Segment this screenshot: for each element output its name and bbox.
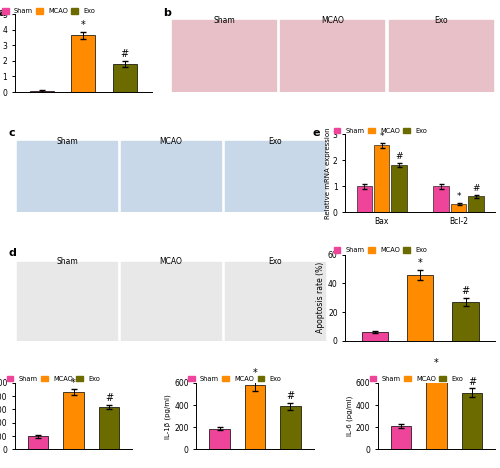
Text: MCAO: MCAO	[321, 16, 344, 25]
Text: *: *	[71, 378, 76, 388]
Text: a: a	[0, 8, 6, 18]
Text: MCAO: MCAO	[160, 257, 182, 266]
Bar	[280, 406, 301, 449]
Bar	[172, 20, 276, 92]
Bar	[452, 302, 478, 341]
Text: e: e	[312, 128, 320, 138]
Y-axis label: Relative mRNA expression: Relative mRNA expression	[326, 128, 332, 219]
Text: Exo: Exo	[434, 16, 448, 25]
Bar	[280, 20, 384, 92]
Text: b: b	[164, 8, 172, 18]
Bar	[17, 262, 117, 341]
Bar	[392, 165, 407, 212]
Y-axis label: IL-6 (pg/ml): IL-6 (pg/ml)	[346, 396, 353, 436]
Bar	[407, 275, 434, 341]
Text: c: c	[9, 128, 16, 138]
Bar	[225, 141, 325, 212]
Legend: Sham, MCAO, Exo: Sham, MCAO, Exo	[334, 128, 427, 134]
Text: #: #	[120, 49, 128, 58]
Text: #: #	[105, 393, 113, 403]
Text: Exo: Exo	[268, 257, 281, 266]
Legend: Sham, MCAO, Exo: Sham, MCAO, Exo	[188, 376, 282, 382]
Text: *: *	[81, 20, 86, 30]
Text: Sham: Sham	[56, 137, 78, 146]
Text: #: #	[472, 184, 480, 193]
Bar	[209, 429, 230, 449]
Bar	[63, 392, 84, 449]
Y-axis label: IL-1β (pg/ml): IL-1β (pg/ml)	[165, 394, 172, 439]
Bar	[28, 436, 48, 449]
Bar	[426, 374, 447, 449]
Bar	[112, 64, 136, 92]
Text: #: #	[396, 152, 403, 161]
Text: #: #	[286, 391, 294, 402]
Legend: Sham, MCAO, Exo: Sham, MCAO, Exo	[6, 376, 100, 382]
Bar	[468, 196, 484, 212]
Bar	[244, 386, 266, 449]
Text: *: *	[418, 258, 422, 268]
Bar	[390, 426, 411, 449]
Bar	[389, 20, 493, 92]
Text: #: #	[462, 286, 469, 296]
Bar	[225, 262, 325, 341]
Text: Exo: Exo	[268, 137, 281, 146]
Y-axis label: Apoptosis rate (%): Apoptosis rate (%)	[316, 262, 325, 333]
Legend: Sham, MCAO, Exo: Sham, MCAO, Exo	[334, 247, 427, 253]
Bar	[30, 91, 54, 92]
Bar	[362, 332, 388, 341]
Text: *: *	[456, 192, 461, 201]
Text: Sham: Sham	[214, 16, 235, 25]
Text: MCAO: MCAO	[160, 137, 182, 146]
Text: *: *	[380, 132, 384, 141]
Text: d: d	[9, 248, 16, 258]
Bar	[462, 393, 482, 449]
Text: *: *	[434, 358, 439, 368]
Text: Sham: Sham	[56, 257, 78, 266]
Bar	[451, 204, 466, 212]
Bar	[121, 141, 221, 212]
Text: #: #	[468, 377, 476, 387]
Bar	[121, 262, 221, 341]
Legend: Sham, MCAO, Exo: Sham, MCAO, Exo	[2, 8, 96, 14]
Legend: Sham, MCAO, Exo: Sham, MCAO, Exo	[370, 376, 463, 382]
Bar	[72, 35, 96, 92]
Text: *: *	[252, 368, 258, 379]
Bar	[374, 146, 390, 212]
Bar	[434, 186, 449, 212]
Bar	[17, 141, 117, 212]
Bar	[98, 407, 119, 449]
Bar	[356, 186, 372, 212]
